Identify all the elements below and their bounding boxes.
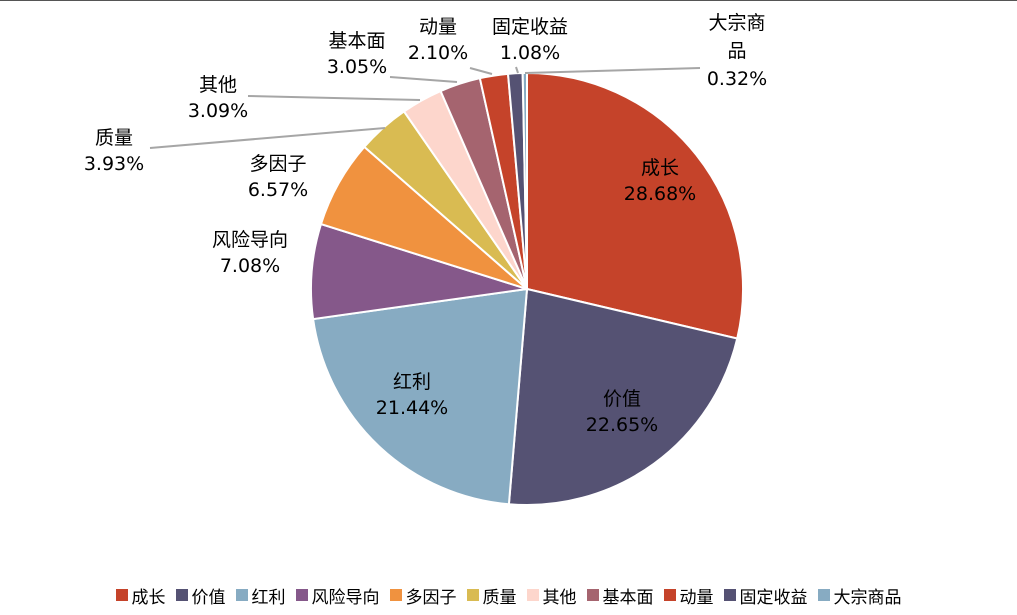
legend-item: 价值	[175, 583, 226, 608]
legend-swatch	[526, 589, 539, 601]
legend-label: 质量	[482, 587, 517, 608]
legend-label: 其他	[542, 587, 577, 608]
data-label: 红利 21.44%	[376, 371, 448, 419]
legend-label: 大宗商品	[833, 587, 902, 608]
legend-item: 其他	[526, 583, 577, 608]
data-label: 其他 3.09%	[188, 74, 248, 122]
top-rule	[0, 0, 1017, 1]
data-label: 质量 3.93%	[84, 127, 144, 175]
legend-item: 大宗商品	[817, 583, 902, 608]
pie-slices	[310, 71, 744, 506]
legend-label: 红利	[251, 587, 286, 608]
pie-chart: 成长 28.68% 价值 22.65% 红利 21.44% 风险导向 7.08% 多因子 6.57…	[84, 12, 767, 506]
legend-swatch	[663, 589, 676, 601]
legend-item: 多因子	[389, 583, 457, 608]
legend-swatch	[586, 589, 599, 601]
legend-swatch	[389, 589, 402, 601]
legend-label: 固定收益	[739, 587, 808, 608]
legend-item: 基本面	[586, 583, 654, 608]
data-label: 风险导向 7.08%	[212, 229, 288, 277]
legend-swatch	[175, 589, 188, 601]
legend-label: 成长	[131, 587, 166, 608]
legend-swatch	[817, 589, 830, 601]
data-label: 大宗商品 0.32%	[707, 12, 767, 90]
data-label: 固定收益 1.08%	[492, 16, 568, 64]
legend-label: 动量	[679, 587, 714, 608]
data-label: 基本面 3.05%	[327, 30, 387, 78]
slice-红利	[311, 287, 529, 506]
slice-成长	[526, 71, 744, 340]
slice-价值	[507, 287, 739, 506]
leader-line	[389, 76, 458, 83]
legend-item: 风险导向	[295, 583, 380, 608]
legend-swatch	[466, 589, 479, 601]
leader-line	[149, 127, 386, 149]
leader-line	[524, 67, 701, 74]
legend-swatch	[723, 589, 736, 601]
legend-item: 红利	[235, 583, 286, 608]
data-label: 动量 2.10%	[408, 16, 468, 64]
leader-line	[247, 95, 421, 101]
data-label: 价值 22.65%	[586, 388, 658, 436]
legend-item: 质量	[466, 583, 517, 608]
legend-item: 固定收益	[723, 583, 808, 608]
leader-line	[469, 67, 493, 75]
legend-item: 动量	[663, 583, 714, 608]
legend-label: 多因子	[405, 587, 457, 608]
leader-lines	[149, 66, 701, 149]
leader-line	[515, 66, 519, 74]
data-label: 成长 28.68%	[624, 157, 696, 205]
legend-item: 成长	[115, 583, 166, 608]
legend: 成长 价值 红利 风险导向 多因子 质量 其他 基本面 动量 固定收益 大宗商品	[0, 575, 1017, 615]
legend-swatch	[115, 589, 128, 601]
legend-label: 基本面	[602, 587, 654, 608]
data-labels: 成长 28.68% 价值 22.65% 红利 21.44% 风险导向 7.08% 多因子 6.57…	[84, 12, 767, 436]
legend-swatch	[295, 589, 308, 601]
legend-label: 风险导向	[311, 587, 380, 608]
legend-swatch	[235, 589, 248, 601]
data-label: 多因子 6.57%	[248, 153, 308, 201]
legend-label: 价值	[191, 587, 226, 608]
